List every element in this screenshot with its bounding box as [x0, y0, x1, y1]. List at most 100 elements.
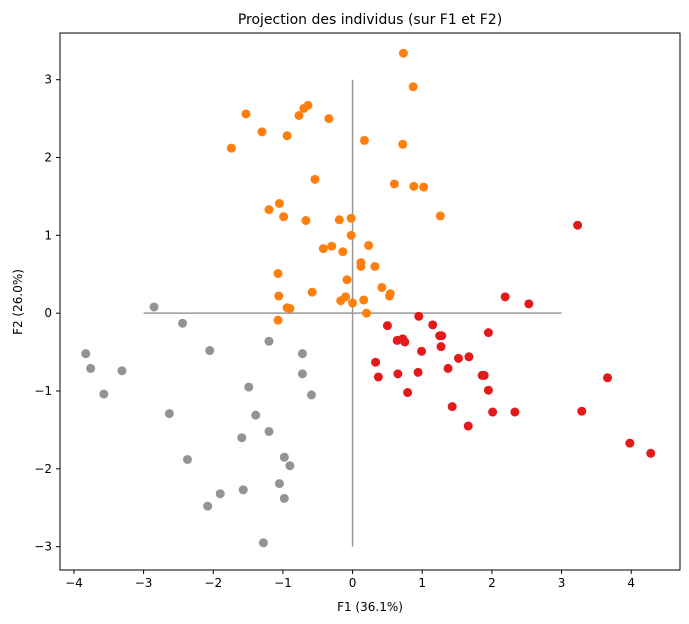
data-point-s1-25 [403, 388, 413, 398]
data-point-s2-19 [274, 479, 284, 489]
data-point-s1-1 [500, 292, 510, 302]
data-point-s2-7 [99, 389, 109, 399]
data-point-s1-3 [414, 311, 424, 321]
data-point-s2-0 [149, 302, 159, 312]
data-point-s2-15 [237, 433, 247, 443]
data-point-s2-14 [264, 426, 274, 436]
data-point-s0-39 [336, 296, 346, 306]
x-tick-label: −3 [135, 576, 153, 590]
data-point-s0-5 [294, 110, 304, 120]
data-point-s1-23 [603, 373, 613, 383]
x-tick-label: 1 [418, 576, 426, 590]
data-point-s0-32 [342, 275, 352, 285]
data-point-s1-14 [464, 352, 474, 362]
x-tick-label: 3 [558, 576, 566, 590]
y-axis-label: F2 (26.0%) [11, 269, 25, 335]
data-point-s0-12 [310, 174, 320, 184]
data-point-s2-22 [279, 493, 289, 503]
points-layer [81, 48, 656, 548]
chart-title: Projection des individus (sur F1 et F2) [238, 12, 502, 28]
x-tick-label: 4 [627, 576, 635, 590]
data-point-s1-2 [524, 299, 534, 309]
data-point-s0-0 [398, 48, 408, 58]
data-point-s1-15 [453, 353, 463, 363]
data-point-s0-43 [285, 304, 295, 314]
data-point-s0-7 [257, 127, 267, 137]
y-tick-label: 1 [44, 228, 52, 242]
data-point-s1-18 [393, 369, 403, 379]
data-point-s0-20 [301, 216, 311, 226]
data-point-s0-9 [359, 135, 369, 145]
data-point-s0-34 [307, 287, 317, 297]
y-tick-label: −2 [34, 462, 52, 476]
data-point-s1-5 [428, 320, 438, 330]
data-point-s1-6 [483, 328, 493, 338]
y-tick-label: −1 [34, 384, 52, 398]
data-point-s1-10 [392, 335, 402, 345]
data-point-s0-26 [364, 240, 374, 250]
data-point-s1-31 [625, 438, 635, 448]
data-point-s2-12 [164, 409, 174, 419]
data-point-s1-26 [447, 402, 457, 412]
data-point-s1-12 [436, 342, 446, 352]
data-point-s0-13 [389, 179, 399, 189]
x-tick-label: 2 [488, 576, 496, 590]
data-point-s1-11 [400, 337, 410, 347]
data-point-s1-32 [646, 448, 656, 458]
x-tick-label: 0 [349, 576, 357, 590]
data-point-s0-29 [356, 261, 366, 271]
data-point-s1-21 [479, 370, 489, 380]
data-point-s0-30 [370, 261, 380, 271]
data-point-s0-4 [299, 103, 309, 113]
data-point-s2-23 [203, 501, 213, 511]
plot-background [60, 33, 680, 570]
data-point-s2-2 [205, 346, 215, 356]
data-point-s0-36 [385, 291, 395, 301]
data-point-s0-24 [327, 241, 337, 251]
data-point-s0-23 [346, 230, 356, 240]
data-point-s1-17 [443, 363, 453, 373]
x-tick-label: −1 [274, 576, 292, 590]
data-point-s2-24 [258, 538, 268, 548]
data-point-s2-13 [251, 410, 261, 420]
data-point-s1-24 [483, 385, 493, 395]
data-point-s1-28 [510, 407, 520, 417]
data-point-s2-21 [215, 489, 225, 499]
data-point-s0-15 [419, 182, 429, 192]
data-point-s0-14 [409, 181, 419, 191]
data-point-s2-16 [182, 454, 192, 464]
data-point-s0-25 [318, 244, 328, 254]
reference-lines [143, 79, 562, 547]
data-point-s0-1 [408, 82, 418, 92]
data-point-s0-17 [264, 205, 274, 215]
data-point-s1-29 [577, 406, 587, 416]
data-point-s0-2 [241, 109, 251, 119]
data-point-s0-10 [398, 139, 408, 149]
y-tick-label: 0 [44, 306, 52, 320]
axes-frame [59, 32, 681, 571]
data-point-s1-19 [413, 367, 423, 377]
data-point-s0-11 [226, 143, 236, 153]
data-point-s0-6 [324, 114, 334, 124]
data-point-s1-22 [373, 372, 383, 382]
plot-area [60, 33, 680, 570]
data-point-s0-33 [377, 282, 387, 292]
data-point-s1-8 [437, 331, 447, 341]
data-point-s1-27 [488, 407, 498, 417]
data-point-s2-1 [178, 318, 188, 328]
data-point-s1-16 [371, 357, 381, 367]
data-point-s0-45 [273, 315, 283, 325]
data-point-s0-31 [273, 268, 283, 278]
data-point-s0-18 [279, 212, 289, 222]
axes: −4 −3 −2 −1 0 1 2 3 4 −3 −2 −1 0 1 2 3 [34, 32, 681, 590]
data-point-s2-5 [86, 363, 96, 373]
data-point-s2-6 [117, 366, 127, 376]
data-point-s0-22 [346, 213, 356, 223]
data-point-s0-19 [435, 211, 445, 221]
data-point-s0-16 [274, 198, 284, 208]
x-tick-label: −2 [204, 576, 222, 590]
data-point-s0-41 [348, 298, 358, 308]
data-point-s2-10 [244, 382, 254, 392]
data-point-s0-44 [362, 308, 372, 318]
